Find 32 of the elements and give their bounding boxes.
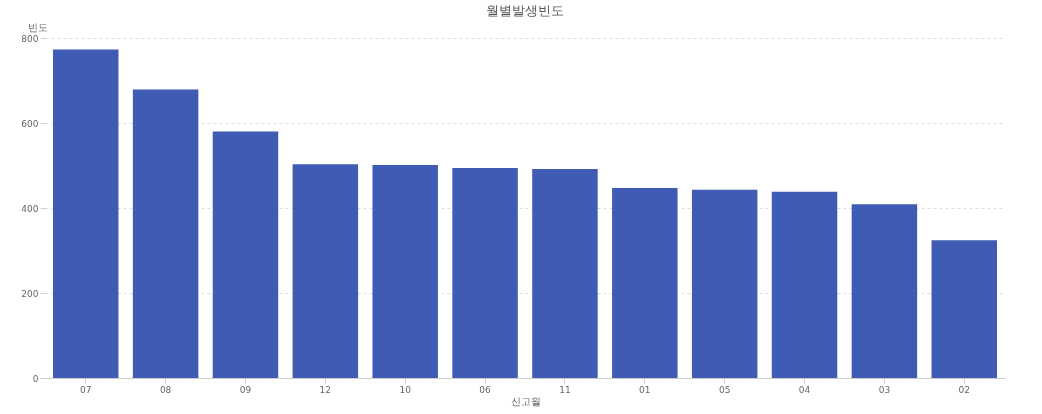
bar: [452, 168, 518, 378]
y-tick-label: 0: [32, 373, 39, 384]
y-tick-label: 400: [21, 203, 39, 214]
x-tick-label: 02: [958, 384, 970, 395]
bar: [612, 188, 678, 378]
x-tick-label: 03: [878, 384, 891, 395]
bar: [212, 131, 279, 378]
x-tick-label: 08: [159, 384, 172, 395]
x-axis-title: 신고월: [510, 395, 541, 407]
bar: [532, 168, 598, 378]
bar: [931, 240, 998, 378]
bar: [691, 189, 758, 378]
y-tick-label: 600: [21, 118, 39, 129]
x-tick-label: 04: [798, 384, 811, 395]
bar: [372, 165, 438, 378]
x-tick-label: 11: [559, 384, 571, 395]
y-tick-label: 800: [21, 33, 39, 44]
bar: [132, 89, 199, 378]
bar: [851, 204, 918, 378]
x-tick-label: 01: [639, 384, 651, 395]
x-tick-label: 09: [239, 384, 252, 395]
chart-title: 월별발생빈도: [486, 3, 564, 18]
bar: [771, 191, 838, 378]
x-tick-label: 06: [479, 384, 492, 395]
x-tick-label: 12: [319, 384, 332, 395]
bar: [292, 164, 359, 378]
y-tick-label: 200: [21, 288, 39, 299]
x-tick-label: 10: [399, 384, 412, 395]
bar: [52, 49, 119, 378]
x-tick-label: 05: [718, 384, 731, 395]
y-axis-title: 빈도: [27, 21, 48, 33]
x-tick-label: 07: [80, 384, 92, 395]
